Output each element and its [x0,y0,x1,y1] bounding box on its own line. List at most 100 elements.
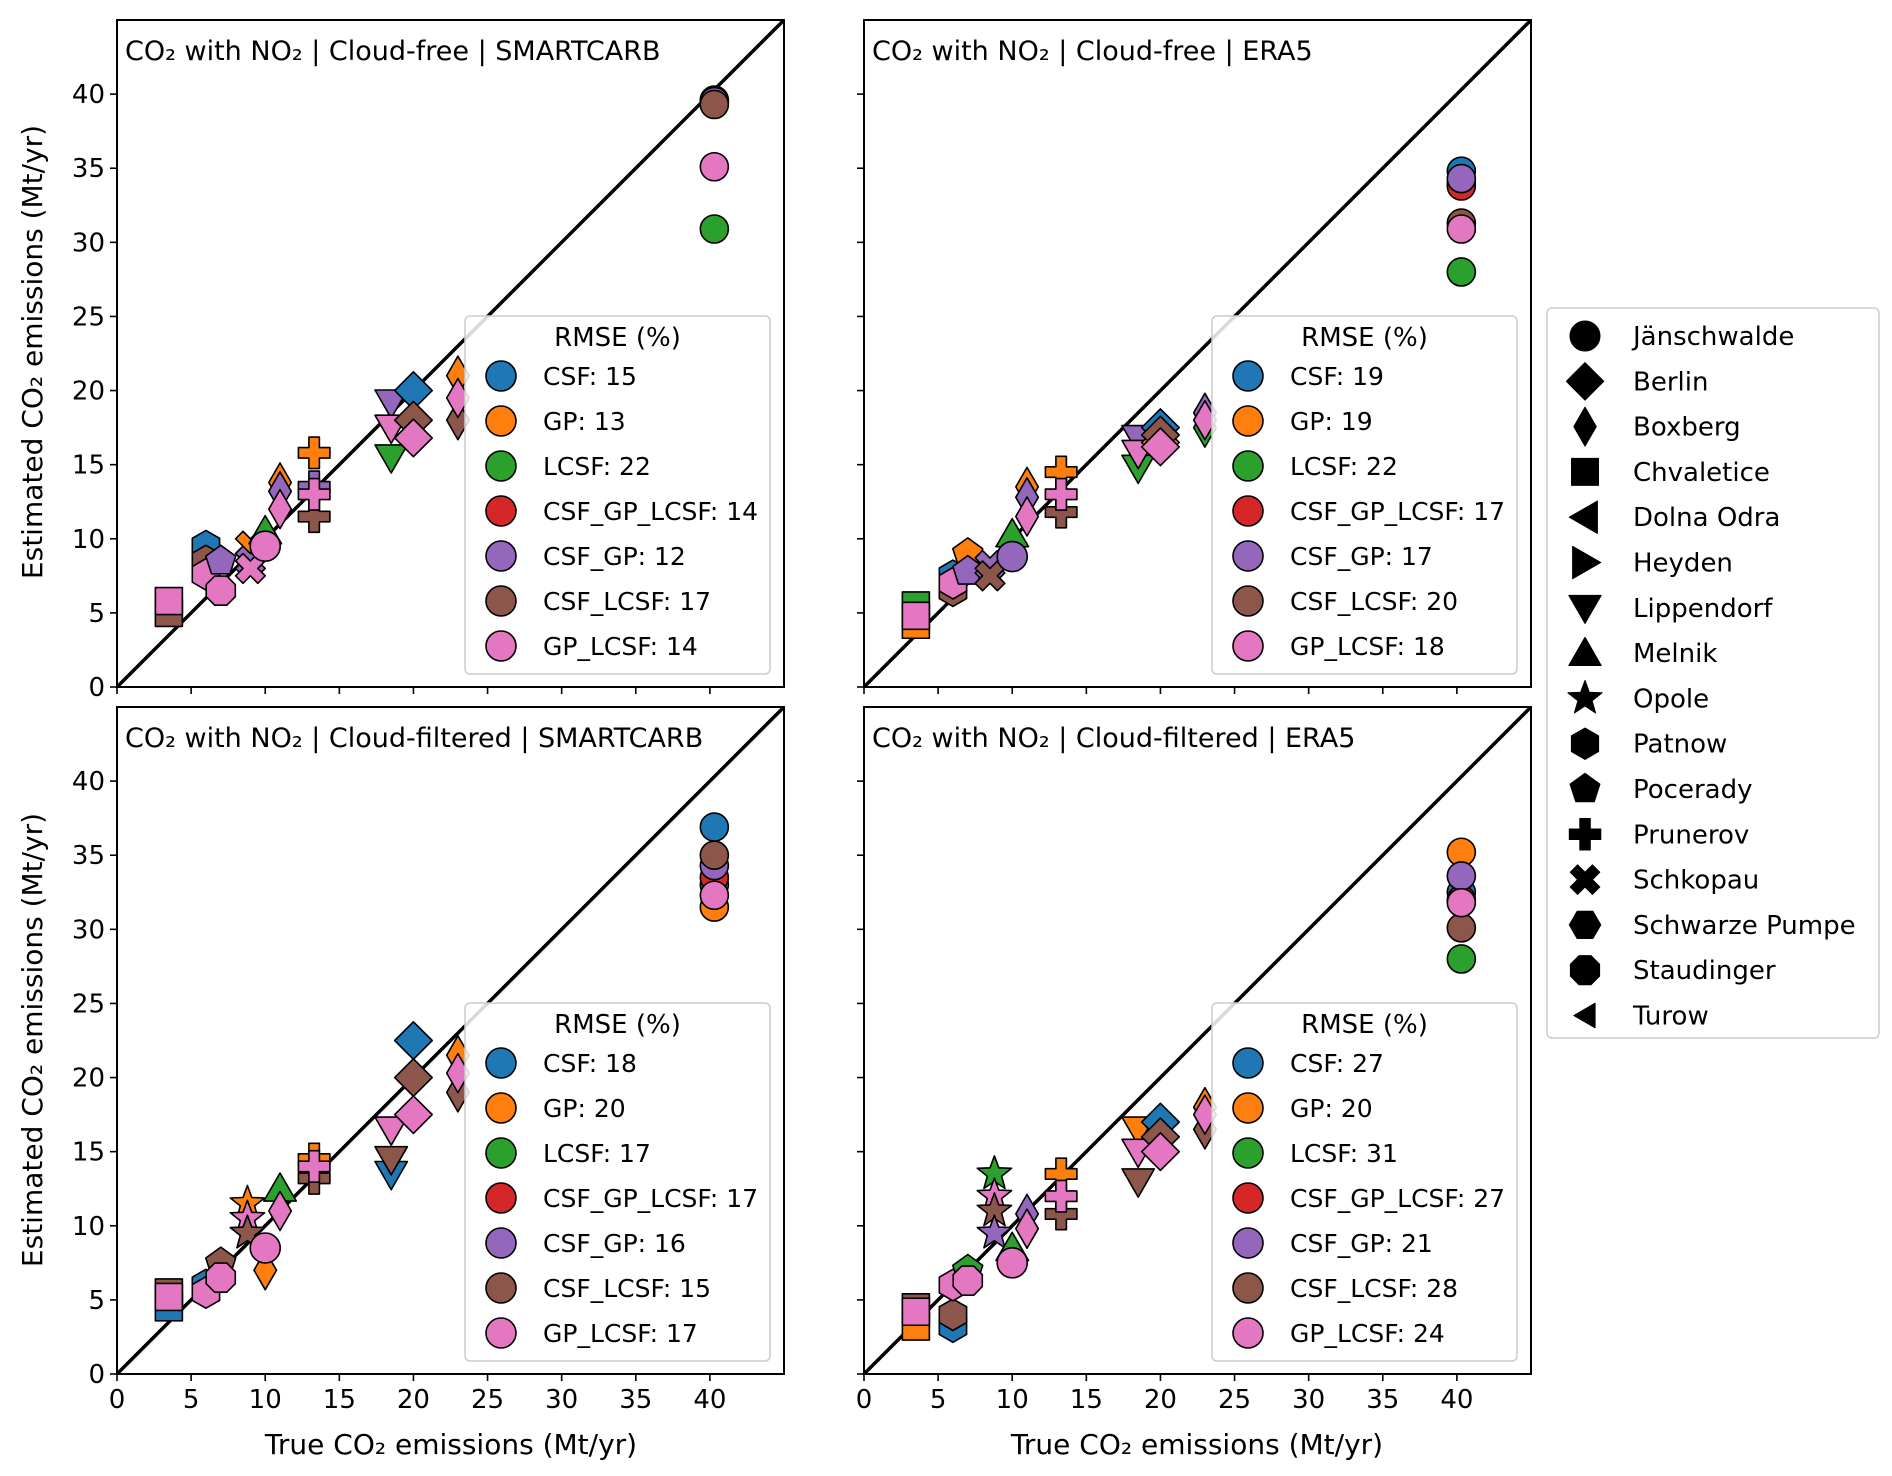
rmse-legend-marker [1232,585,1264,617]
data-point [1140,1132,1180,1172]
data-point [374,1145,409,1176]
data-point [1121,1168,1156,1198]
plant-legend-marker-pentagon [1569,772,1601,803]
panel-title: CO₂ with NO₂ | Cloud-filtered | SMARTCAR… [125,723,703,754]
y-tick-label: 15 [72,1138,105,1168]
one-to-one-line [117,20,784,687]
x-axis-label-right: True CO₂ emissions (Mt/yr) [1010,1428,1383,1461]
rmse-legend-entry: GP_LCSF: 18 [1290,632,1445,661]
plant-legend-label: Schkopau [1633,866,1759,896]
plot-frame [863,706,1532,1375]
x-tick-label: 40 [693,1385,726,1415]
plant-legend-label: Dolna Odra [1633,503,1780,533]
data-point [976,1214,1013,1249]
rmse-legend-marker [1232,1047,1264,1079]
panel-4: 0 5 10 15 20 25 30 35 40 CO₂ with NO₂ | Cloud-fil… [856,706,1532,1415]
y-tick-label: 30 [72,915,105,945]
data-point [234,552,267,585]
plant-legend-label: Prunerov [1633,820,1749,850]
data-point [393,1095,434,1135]
rmse-legend: RMSE (%) CSF: 15 GP: 13 LCSF: 22 CSF_GP_LCSF… [464,315,771,675]
rmse-legend-marker [485,1092,517,1124]
rmse-legend-marker [485,1137,517,1169]
data-point [297,477,331,511]
rmse-legend-marker [485,540,517,572]
y-tick-label: 0 [88,673,105,703]
x-tick-label: 15 [323,1385,356,1415]
y-tick-label: 40 [72,80,105,110]
plant-legend-label: Opole [1633,684,1709,714]
data-point [901,1297,931,1327]
x-tick-label: 0 [856,1385,873,1415]
data-point [249,1232,282,1264]
rmse-legend-marker [1232,630,1264,662]
plant-legend-label: Turow [1632,1002,1709,1032]
plot-frame [116,19,785,688]
plant-legend-label: Chvaletice [1633,458,1770,488]
y-tick-label: 40 [72,767,105,797]
data-point [393,418,434,458]
y-axis-label-bottom: Estimated CO₂ emissions (Mt/yr) [16,813,49,1267]
x-tick-label: 5 [930,1385,947,1415]
plant-legend-marker-triangle-left [1568,500,1598,534]
rmse-legend-marker [485,585,517,617]
plant-legend-marker-octagon [1569,955,1601,986]
data-point-gp-lcsf [699,880,730,911]
data-point [154,1282,184,1312]
y-tick-label: 5 [88,1286,105,1316]
data-point-csf-gp [1446,861,1477,891]
rmse-legend-entry: GP_LCSF: 17 [543,1319,698,1348]
plant-legend-marker-triangle-right [1572,545,1602,580]
plant-legend-marker-x [1569,864,1601,895]
y-tick-label: 10 [72,525,105,555]
rmse-legend-entry: LCSF: 31 [1290,1139,1398,1168]
data-point [901,601,931,631]
panel-2: CO₂ with NO₂ | Cloud-free | ERA5 RMSE (%)… [857,19,1532,694]
plant-legend-label: Melnik [1633,639,1717,669]
rmse-legend-entry: CSF_GP_LCSF: 17 [1290,497,1505,526]
plant-legend-marker-hexagon-flat [1568,910,1602,939]
rmse-legend-entry: CSF_LCSF: 17 [543,587,711,616]
data-point-gp-lcsf [699,151,730,182]
data-point [205,575,237,607]
rmse-legend-marker [1232,1227,1264,1259]
data-point-csf-lcsf [699,840,730,871]
x-tick-label: 20 [397,1385,430,1415]
panel-title: CO₂ with NO₂ | Cloud-free | ERA5 [872,36,1313,67]
rmse-legend-entry: CSF: 19 [1290,362,1384,391]
plant-legend-label: Staudinger [1633,956,1776,986]
panel-3: 0 5 10 15 20 25 30 35 40 0 5 10 15 20 25 30 35 40 CO₂ with… [72,706,785,1415]
plant-legend-label: Berlin [1633,367,1708,397]
rmse-legend-marker [1232,1317,1264,1349]
x-tick-label: 0 [109,1385,126,1415]
data-point-csf [699,812,730,842]
y-tick-label: 10 [72,1212,105,1242]
rmse-legend-frame [464,315,771,675]
data-point [374,389,409,420]
panel-title: CO₂ with NO₂ | Cloud-free | SMARTCARB [125,36,661,67]
plant-legend-marker-thin-diamond [1573,406,1597,447]
data-point [952,1265,984,1296]
rmse-legend-marker [1232,405,1264,437]
data-point [1014,1208,1040,1249]
rmse-legend-entry: CSF_GP: 17 [1290,542,1433,571]
y-tick-label: 15 [72,451,105,481]
rmse-legend-entry: CSF_GP_LCSF: 14 [543,497,758,526]
x-axis-label-left: True CO₂ emissions (Mt/yr) [264,1428,637,1461]
rmse-legend: RMSE (%) CSF: 18 GP: 20 LCSF: 17 CSF_GP_LCSF… [464,1002,771,1362]
panel-title: CO₂ with NO₂ | Cloud-filtered | ERA5 [872,723,1355,754]
plant-legend-marker-star [1567,679,1603,714]
rmse-legend-frame [1211,1002,1518,1362]
plant-legend-marker-triangle-down [1568,594,1602,624]
rmse-legend-marker [1232,450,1264,482]
plant-legend-label: Schwarze Pumpe [1633,911,1856,941]
x-tick-label: 30 [1292,1385,1325,1415]
data-point [974,560,1006,592]
data-point [205,544,237,575]
rmse-legend-marker [485,1272,517,1304]
data-point-csf-lcsf [699,89,730,120]
data-point-gp-lcsf [1446,214,1477,244]
x-tick-label: 25 [1218,1385,1251,1415]
rmse-legend-entry: GP_LCSF: 24 [1290,1319,1445,1348]
plant-legend-label: Heyden [1633,549,1733,579]
